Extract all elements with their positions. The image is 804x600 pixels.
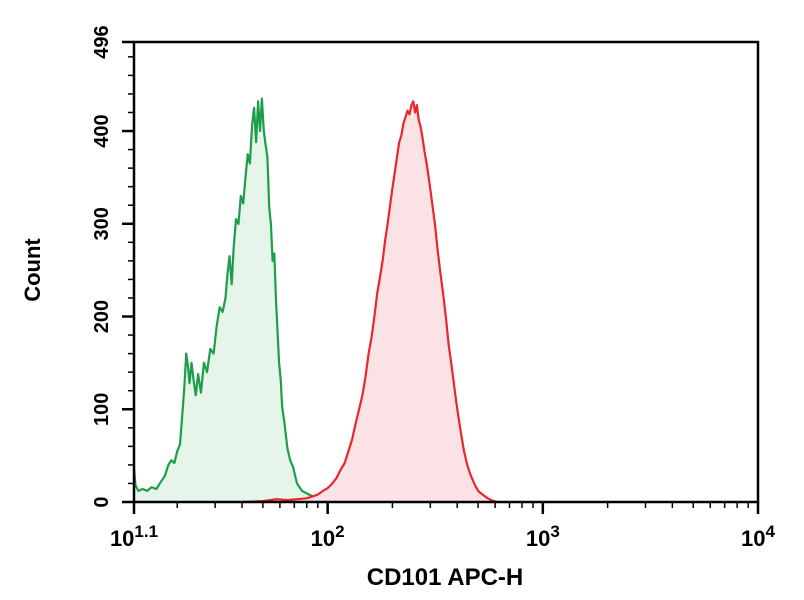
y-tick-label: 100 (91, 393, 113, 426)
y-axis: 0 100 200 300 400 496 (91, 25, 134, 508)
y-tick-label: 300 (91, 207, 113, 240)
x-tick-label: 103 (526, 522, 560, 551)
y-tick-label: 200 (91, 300, 113, 333)
series-1-area (242, 101, 499, 503)
y-tick-label: 0 (91, 496, 113, 507)
y-tick-label: 400 (91, 114, 113, 147)
plot-frame (132, 40, 760, 504)
y-tick-label: 496 (91, 25, 113, 58)
series-0-line (133, 97, 366, 504)
series-1-line (241, 100, 499, 504)
series-layer (133, 97, 499, 504)
x-tick-label: 101.1 (110, 522, 158, 551)
y-axis-label: Count (20, 238, 45, 302)
series-0-area (134, 98, 366, 502)
x-axis-label: CD101 APC-H (367, 564, 523, 591)
x-tick-label: 104 (741, 522, 775, 551)
x-tick-label: 102 (311, 522, 345, 551)
x-axis: 101.1 102 103 104 (110, 502, 776, 551)
